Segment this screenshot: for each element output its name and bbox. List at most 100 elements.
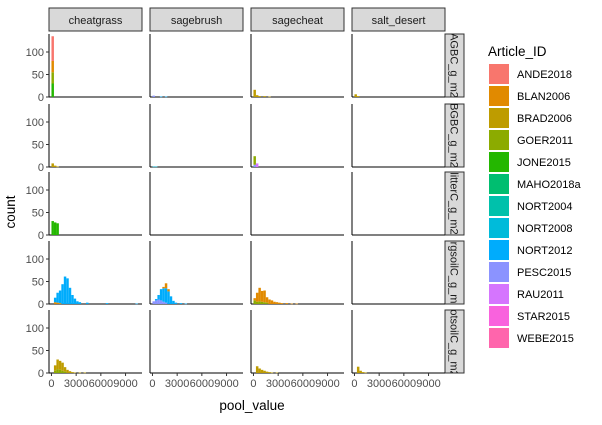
bar-GOER2011 (253, 300, 256, 304)
bar-NORT2012 (169, 296, 173, 304)
legend-key-WEBE2015 (489, 328, 509, 348)
bar-NORT2012 (68, 287, 72, 304)
bar-BRAD2006 (258, 368, 261, 373)
x-tick-label: 9000 (315, 378, 339, 390)
panel-salt_desert-BGBC_g_m2 (351, 104, 445, 168)
legend-key-ANDE2018 (489, 64, 509, 84)
bar-JONE2015 (51, 83, 54, 97)
bar-NORT2012 (56, 292, 59, 303)
legend-label-MAHO2018a: MAHO2018a (517, 179, 581, 191)
bar-RAU2011 (255, 163, 259, 167)
bar-BRAD2006 (268, 372, 271, 373)
bar-BRAD2006 (356, 96, 360, 97)
panel-sagecheat-BGBC_g_m2 (250, 104, 344, 168)
strip-label-orgsoilC_g_m2: orgsoilC_g_m2 (448, 236, 460, 310)
bar-NORT2012 (179, 303, 183, 304)
bar-BRAD2006 (354, 94, 357, 97)
bar-BLAN2006 (280, 303, 284, 304)
legend-key-STAR2015 (489, 306, 509, 326)
bar-BRAD2006 (263, 96, 266, 97)
strip-cheatgrass (48, 7, 143, 32)
legend-key-JONE2015 (489, 152, 509, 172)
strip-orgsoilC_g_m2 (444, 240, 465, 305)
bar-BRAD2006 (56, 166, 59, 168)
bar-BLAN2006 (290, 303, 293, 305)
bar-NORT2012 (172, 300, 175, 304)
bar-BLAN2006 (51, 61, 54, 73)
row-strip-label-wrap-4: totsoilC_g_m2 (448, 310, 460, 373)
legend-key-RAU2011 (489, 284, 509, 304)
bar-PESC2015 (159, 300, 163, 304)
strip-label-AGBC_g_m2: AGBC_g_m2 (448, 33, 460, 98)
bar-BLAN2006 (164, 283, 168, 289)
bar-NORT2012 (184, 303, 188, 305)
legend-title: Article_ID (488, 44, 547, 59)
legend-label-NORT2008: NORT2008 (517, 223, 572, 235)
strip-sagecheat (250, 7, 345, 32)
panel-salt_desert-litterC_g_m2 (351, 172, 445, 236)
bar-BRAD2006 (255, 95, 259, 97)
legend-key-PESC2015 (489, 262, 509, 282)
bar-BLAN2006 (295, 303, 298, 305)
bar-BRAD2006 (68, 371, 72, 373)
y-tick-label: 50 (32, 208, 44, 220)
x-tick-label: 3000 (64, 378, 88, 390)
legend-key-BRAD2006 (489, 108, 509, 128)
bar-NORT2008 (154, 166, 158, 168)
bar-NORT2012 (167, 291, 170, 304)
bar-BRAD2006 (83, 372, 87, 374)
x-tick-label: 9000 (214, 378, 238, 390)
panel-salt_desert-totsoilC_g_m2 (351, 310, 445, 374)
bar-PESC2015 (162, 301, 165, 304)
panel-grid: cheatgrass sagebrush sagecheat salt_desert A… (26, 7, 465, 390)
bar-PESC2015 (152, 95, 155, 97)
strip-label-sagecheat: sagecheat (272, 15, 323, 27)
bar-PESC2015 (157, 299, 160, 304)
bar-NORT2012 (66, 278, 69, 304)
y-tick-label: 100 (26, 185, 44, 197)
panel-sagebrush-AGBC_g_m2 (149, 34, 243, 98)
row-strip-label-wrap-0: AGBC_g_m2 (448, 33, 460, 98)
bar-NORT2012 (73, 298, 77, 304)
y-tick-label: 100 (26, 323, 44, 335)
bar-GOER2011 (253, 156, 256, 165)
bar-GOER2011 (51, 72, 54, 84)
bar-BRAD2006 (73, 372, 77, 374)
panel-sagecheat-orgsoilC_g_m2 (250, 241, 344, 305)
legend-key-NORT2004 (489, 196, 509, 216)
legend-label-PESC2015: PESC2015 (517, 267, 571, 279)
bar-NORT2012 (71, 295, 74, 304)
bar-BRAD2006 (58, 360, 62, 370)
panel-sagecheat-totsoilC_g_m2 (250, 310, 344, 374)
bar-NORT2012 (61, 284, 64, 304)
strip-AGBC_g_m2 (444, 33, 465, 98)
bar-BRAD2006 (260, 369, 264, 373)
bar-BLAN2006 (265, 297, 269, 303)
x-tick-label: 3000 (367, 378, 391, 390)
panel-cheatgrass-litterC_g_m2 (48, 172, 142, 236)
y-axis-title: count (3, 195, 18, 228)
bar-NORT2012 (53, 297, 57, 303)
y-tick-label: 0 (38, 162, 44, 174)
strip-label-sagebrush: sagebrush (171, 15, 222, 27)
strip-label-cheatgrass: cheatgrass (69, 15, 123, 27)
x-tick-label: 0 (351, 378, 357, 390)
bar-BLAN2006 (258, 287, 261, 302)
bar-BLAN2006 (162, 286, 165, 289)
bar-NORT2012 (159, 289, 163, 301)
bar-NORT2012 (164, 96, 168, 98)
bar-PESC2015 (152, 301, 155, 304)
x-tick-label: 3000 (165, 378, 189, 390)
bar-NORT2012 (76, 301, 79, 304)
legend-label-GOER2011: GOER2011 (517, 135, 573, 147)
bar-NORT2012 (58, 290, 62, 304)
panel-cheatgrass-AGBC_g_m2 (48, 34, 142, 98)
panel-salt_desert-orgsoilC_g_m2 (351, 241, 445, 305)
bar-GOER2011 (53, 370, 57, 373)
bar-BRAD2006 (361, 372, 365, 373)
y-tick-label: 0 (38, 230, 44, 242)
bar-BLAN2006 (253, 298, 256, 301)
bar-NORT2012 (159, 96, 163, 98)
bar-BLAN2006 (270, 300, 274, 304)
bar-BRAD2006 (51, 163, 54, 167)
